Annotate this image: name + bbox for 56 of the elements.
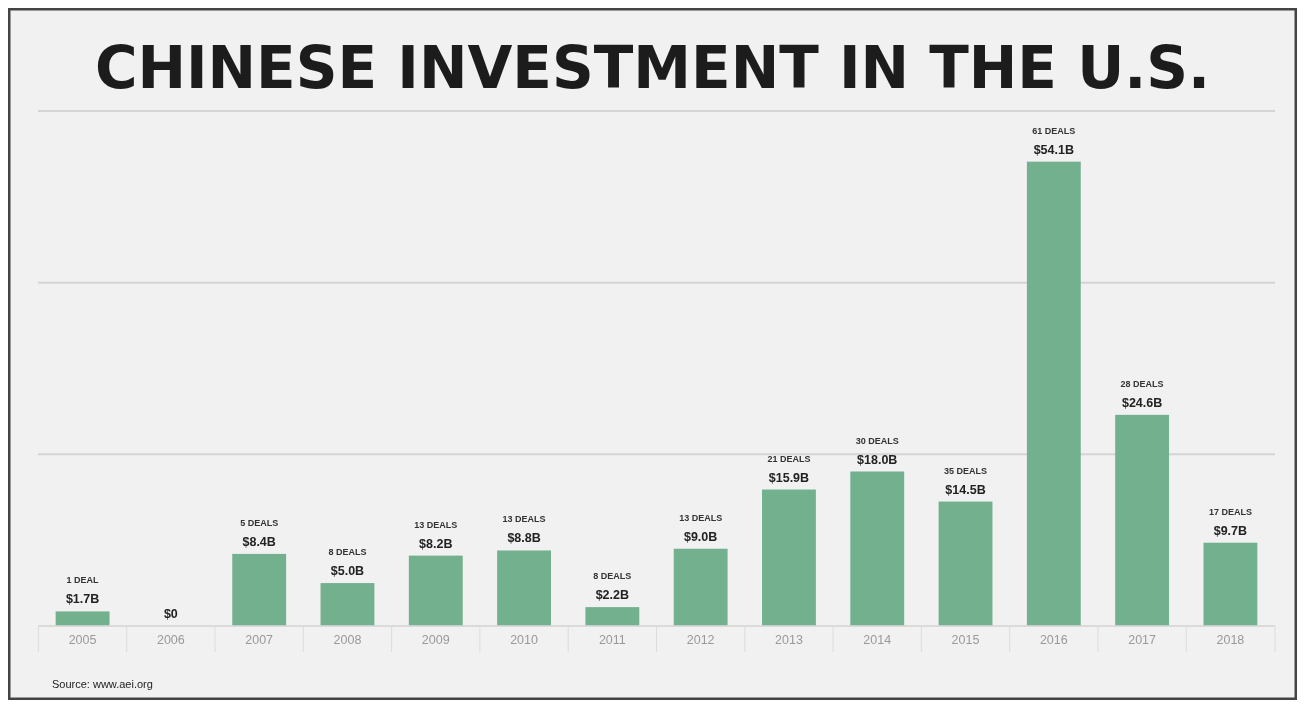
annotation: 1 DEAL [66, 575, 100, 586]
data-label: $24.6B [1121, 395, 1163, 410]
annotation: 35 DEALS [944, 465, 988, 476]
bar [497, 550, 551, 626]
bar [762, 489, 816, 626]
bar [408, 555, 463, 626]
x-tick-label: 2008 [333, 633, 362, 647]
data-label: $8.8B [507, 531, 541, 546]
bar [850, 471, 905, 626]
x-tick-label: 2017 [1128, 633, 1157, 647]
data-label: $5.0B [330, 564, 365, 579]
chart-title: CHINESE INVESTMENT IN THE U.S. [94, 34, 1211, 102]
annotation: 13 DEALS [414, 519, 458, 530]
data-label: $9.7B [1213, 523, 1248, 538]
annotation: 21 DEALS [767, 453, 811, 464]
bar [1026, 161, 1081, 626]
x-tick-label: 2012 [686, 633, 715, 647]
x-tick-label: 2014 [863, 633, 892, 647]
annotation: 13 DEALS [502, 514, 546, 525]
annotation: 13 DEALS [679, 512, 723, 523]
x-tick-label: 2015 [951, 633, 980, 647]
x-tick-label: 2010 [510, 633, 539, 647]
annotation: 8 DEALS [593, 571, 632, 582]
bar [1203, 542, 1258, 626]
x-tick-label: 2018 [1216, 633, 1245, 647]
data-label: $15.9B [768, 470, 810, 485]
bar [938, 501, 993, 626]
data-label: $9.0B [683, 529, 718, 544]
annotation: 17 DEALS [1208, 506, 1252, 517]
data-label: $8.2B [419, 536, 453, 551]
bar [673, 548, 728, 626]
data-label: $14.5B [945, 482, 986, 497]
x-tick-label: 2007 [245, 633, 274, 647]
annotation: 5 DEALS [240, 517, 279, 528]
bar [320, 583, 375, 626]
bar [585, 607, 640, 626]
data-label: $18.0B [857, 452, 898, 467]
annotation: 28 DEALS [1120, 378, 1164, 389]
x-tick-label: 2011 [598, 633, 626, 647]
data-label: $8.4B [242, 534, 276, 549]
bar [1115, 414, 1170, 626]
source-note: Source: www.aei.org [52, 678, 153, 690]
annotation: 30 DEALS [855, 435, 899, 446]
data-label: $2.2B [595, 588, 630, 603]
bar [55, 611, 110, 626]
x-tick-label: 2009 [421, 633, 450, 647]
x-tick-label: 2016 [1039, 633, 1068, 647]
annotation: 8 DEALS [328, 547, 367, 558]
data-label: $54.1B [1033, 142, 1074, 157]
x-tick-label: 2006 [156, 633, 185, 647]
data-label: $0 [163, 607, 178, 621]
data-label: $1.7B [65, 592, 100, 607]
bar [232, 553, 287, 626]
x-tick-label: 2005 [68, 633, 97, 647]
annotation: 61 DEALS [1032, 125, 1076, 136]
x-tick-label: 2013 [775, 633, 803, 647]
